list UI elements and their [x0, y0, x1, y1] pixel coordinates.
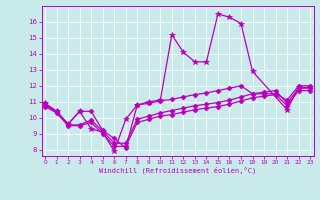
- X-axis label: Windchill (Refroidissement éolien,°C): Windchill (Refroidissement éolien,°C): [99, 167, 256, 174]
